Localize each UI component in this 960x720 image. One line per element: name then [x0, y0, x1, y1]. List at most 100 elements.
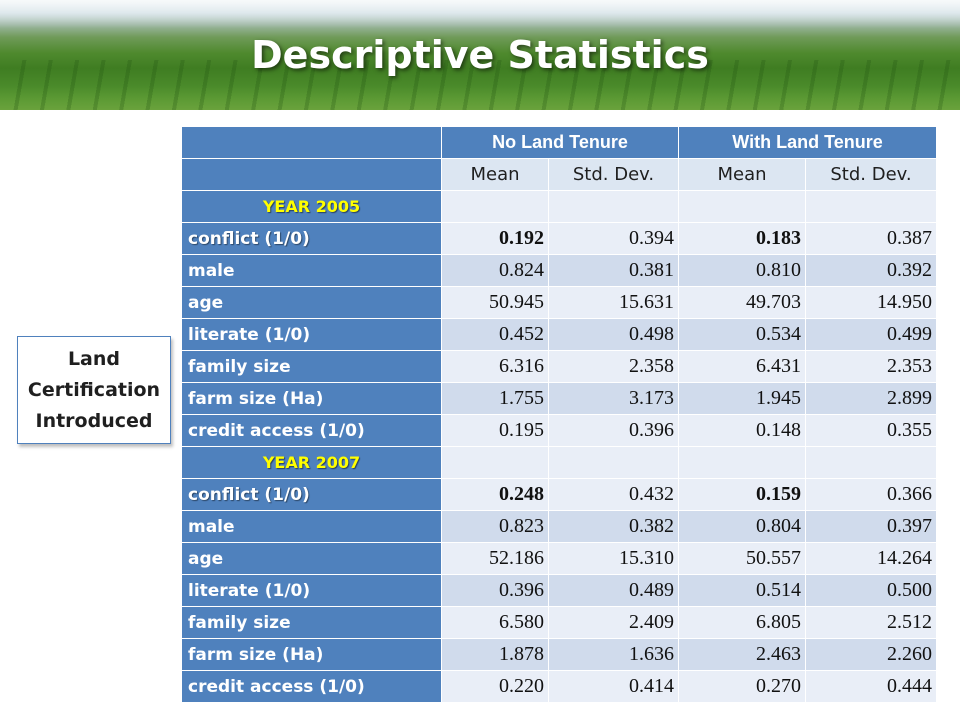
table-row: farm size (Ha) 1.878 1.636 2.463 2.260	[181, 638, 938, 671]
value-cell: 1.636	[547, 638, 680, 671]
value-cell: 0.192	[441, 222, 549, 255]
value-cell: 50.945	[441, 286, 549, 319]
value-cell: 0.514	[678, 574, 807, 607]
subheader-mean: Mean	[441, 158, 549, 191]
value-cell: 0.159	[678, 478, 807, 511]
value-cell: 0.414	[547, 670, 680, 703]
empty-cell	[678, 190, 807, 223]
subheader-std-dev: Std. Dev.	[547, 158, 680, 191]
year-section-row: YEAR 2005	[181, 190, 938, 223]
value-cell: 0.432	[547, 478, 680, 511]
value-cell: 2.353	[805, 350, 938, 383]
table-row: literate (1/0) 0.452 0.498 0.534 0.499	[181, 318, 938, 351]
value-cell: 0.381	[547, 254, 680, 287]
value-cell: 2.260	[805, 638, 938, 671]
value-cell: 14.264	[805, 542, 938, 575]
side-label-box: Land Certification Introduced	[17, 336, 171, 444]
value-cell: 1.755	[441, 382, 549, 415]
value-cell: 0.394	[547, 222, 680, 255]
table-row: credit access (1/0) 0.220 0.414 0.270 0.444	[181, 670, 938, 703]
side-label-line: Land	[67, 347, 121, 370]
subheader-std-dev: Std. Dev.	[805, 158, 938, 191]
value-cell: 50.557	[678, 542, 807, 575]
title-banner	[0, 0, 960, 110]
row-label: literate (1/0)	[181, 574, 442, 607]
table-row: family size 6.580 2.409 6.805 2.512	[181, 606, 938, 639]
empty-cell	[547, 190, 680, 223]
row-label: family size	[181, 350, 442, 383]
year-section-row: YEAR 2007	[181, 446, 938, 479]
value-cell: 2.409	[547, 606, 680, 639]
value-cell: 2.463	[678, 638, 807, 671]
table-row: age 52.186 15.310 50.557 14.264	[181, 542, 938, 575]
row-label: age	[181, 542, 442, 575]
year-label: YEAR 2007	[181, 446, 442, 479]
group-header-with-tenure: With Land Tenure	[678, 126, 938, 159]
row-label: male	[181, 254, 442, 287]
value-cell: 0.824	[441, 254, 549, 287]
table-subheader-row: Mean Std. Dev. Mean Std. Dev.	[181, 158, 938, 191]
row-label: conflict (1/0)	[181, 478, 442, 511]
statistics-table: No Land Tenure With Land Tenure Mean Std…	[181, 126, 938, 703]
value-cell: 0.810	[678, 254, 807, 287]
value-cell: 0.392	[805, 254, 938, 287]
table-row: family size 6.316 2.358 6.431 2.353	[181, 350, 938, 383]
table-row: credit access (1/0) 0.195 0.396 0.148 0.355	[181, 414, 938, 447]
value-cell: 6.580	[441, 606, 549, 639]
row-label: credit access (1/0)	[181, 414, 442, 447]
value-cell: 0.396	[441, 574, 549, 607]
row-label: farm size (Ha)	[181, 382, 442, 415]
table-row: conflict (1/0) 0.192 0.394 0.183 0.387	[181, 222, 938, 255]
empty-cell	[678, 446, 807, 479]
row-label: male	[181, 510, 442, 543]
side-label-line: Certification	[27, 378, 161, 401]
empty-cell	[547, 446, 680, 479]
row-label: credit access (1/0)	[181, 670, 442, 703]
value-cell: 0.382	[547, 510, 680, 543]
value-cell: 0.387	[805, 222, 938, 255]
year-label: YEAR 2005	[181, 190, 442, 223]
slide-title: Descriptive Statistics	[251, 33, 709, 77]
table-row: age 50.945 15.631 49.703 14.950	[181, 286, 938, 319]
table-row: male 0.823 0.382 0.804 0.397	[181, 510, 938, 543]
table-row: literate (1/0) 0.396 0.489 0.514 0.500	[181, 574, 938, 607]
value-cell: 0.499	[805, 318, 938, 351]
value-cell: 0.396	[547, 414, 680, 447]
table-header-row: No Land Tenure With Land Tenure	[181, 126, 938, 159]
value-cell: 0.823	[441, 510, 549, 543]
table-row: male 0.824 0.381 0.810 0.392	[181, 254, 938, 287]
value-cell: 2.512	[805, 606, 938, 639]
value-cell: 6.805	[678, 606, 807, 639]
table-row: farm size (Ha) 1.755 3.173 1.945 2.899	[181, 382, 938, 415]
empty-cell	[805, 446, 938, 479]
value-cell: 0.500	[805, 574, 938, 607]
empty-cell	[805, 190, 938, 223]
value-cell: 15.310	[547, 542, 680, 575]
row-label: farm size (Ha)	[181, 638, 442, 671]
value-cell: 2.358	[547, 350, 680, 383]
value-cell: 3.173	[547, 382, 680, 415]
value-cell: 6.431	[678, 350, 807, 383]
group-header-no-tenure: No Land Tenure	[440, 126, 680, 159]
value-cell: 1.878	[441, 638, 549, 671]
table-row: conflict (1/0) 0.248 0.432 0.159 0.366	[181, 478, 938, 511]
value-cell: 0.397	[805, 510, 938, 543]
row-label: conflict (1/0)	[181, 222, 442, 255]
value-cell: 0.270	[678, 670, 807, 703]
value-cell: 0.804	[678, 510, 807, 543]
value-cell: 0.534	[678, 318, 807, 351]
subheader-corner-cell	[181, 158, 442, 191]
value-cell: 0.355	[805, 414, 938, 447]
value-cell: 0.366	[805, 478, 938, 511]
side-label-line: Introduced	[35, 409, 153, 432]
value-cell: 2.899	[805, 382, 938, 415]
empty-cell	[441, 190, 549, 223]
value-cell: 0.195	[441, 414, 549, 447]
value-cell: 0.452	[441, 318, 549, 351]
value-cell: 0.220	[441, 670, 549, 703]
row-label: age	[181, 286, 442, 319]
value-cell: 0.444	[805, 670, 938, 703]
row-label: family size	[181, 606, 442, 639]
value-cell: 0.148	[678, 414, 807, 447]
value-cell: 14.950	[805, 286, 938, 319]
